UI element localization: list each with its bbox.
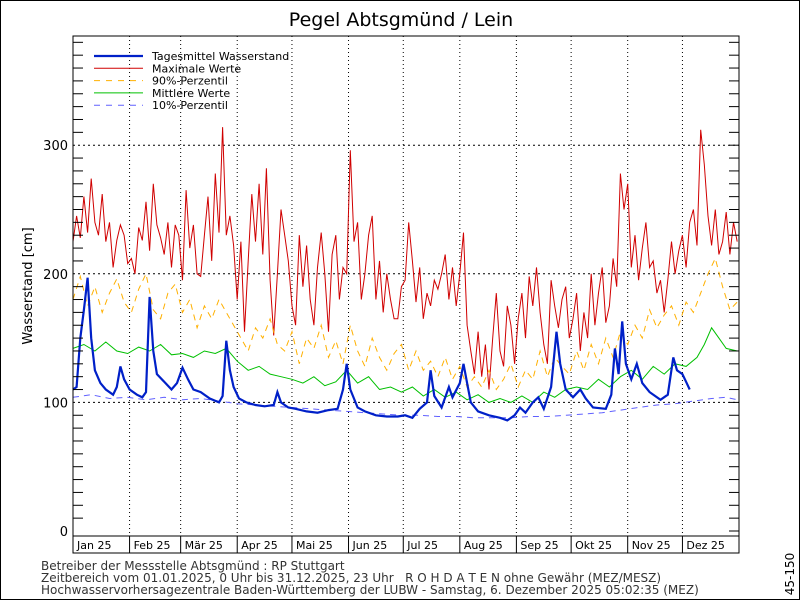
- y-tick-label: 300: [43, 139, 68, 154]
- month-label: Nov 25: [632, 539, 671, 552]
- month-label: Apr 25: [241, 539, 278, 552]
- series-90-perzentil: [72, 256, 738, 391]
- footer-source: Hochwasservorhersagezentrale Baden-Württ…: [41, 583, 699, 597]
- month-label: Sep 25: [520, 539, 558, 552]
- footer-operator: Betreiber der Messstelle Abtsgmünd : RP …: [41, 559, 345, 573]
- month-label: Mär 25: [185, 539, 223, 552]
- month-label: Aug 25: [464, 539, 503, 552]
- month-label: Jan 25: [76, 539, 111, 552]
- y-axis-label: Wasserstand [cm]: [21, 227, 36, 344]
- y-tick-label: 200: [43, 268, 68, 283]
- month-label: Mai 25: [296, 539, 333, 552]
- legend-label: 10%-Perzentil: [152, 99, 228, 112]
- month-label: Feb 25: [134, 539, 171, 552]
- legend-label: 90%-Perzentil: [152, 75, 228, 88]
- series-mittlere-werte: [72, 326, 738, 404]
- series-10-perzentil: [72, 394, 738, 419]
- y-tick-label: 100: [43, 396, 68, 411]
- series-maximale-werte: [72, 127, 738, 390]
- series-tagesmittel-wasserstand: [72, 277, 691, 422]
- month-label: Jul 25: [406, 539, 438, 552]
- legend-label: Tagesmittel Wasserstand: [151, 50, 289, 63]
- y-tick-label: 0: [60, 525, 68, 540]
- chart-title: Pegel Abtsgmünd / Lein: [289, 9, 513, 31]
- footer-timerange: Zeitbereich vom 01.01.2025, 0 Uhr bis 31…: [41, 571, 662, 585]
- side-code: 45-150: [783, 553, 797, 596]
- month-label: Okt 25: [575, 539, 612, 552]
- month-label: Dez 25: [686, 539, 725, 552]
- plot-frame: [72, 35, 740, 554]
- legend-label: Maximale Werte: [152, 62, 241, 75]
- legend-label: Mittlere Werte: [152, 87, 230, 100]
- month-label: Jun 25: [352, 539, 388, 552]
